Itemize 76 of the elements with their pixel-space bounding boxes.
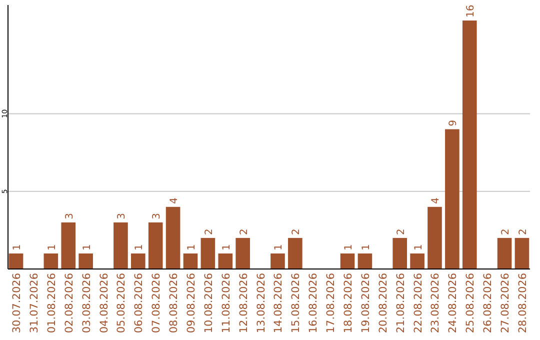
x-tick-label: 12.08.2026 (238, 272, 250, 334)
data-label: 4 (430, 198, 442, 204)
data-label: 4 (169, 198, 180, 204)
bar (428, 206, 442, 269)
x-tick-label: 23.08.2026 (430, 272, 442, 334)
x-tick-label: 01.08.2026 (46, 272, 58, 334)
data-label: 9 (448, 120, 460, 126)
x-tick-label: 14.08.2026 (272, 272, 285, 334)
x-tick-label: 07.08.2026 (150, 272, 163, 334)
bar (236, 238, 250, 269)
data-label: 2 (518, 228, 529, 235)
bar (445, 129, 460, 269)
x-tick-label: 13.08.2026 (255, 272, 268, 334)
bar (218, 253, 233, 269)
bar (340, 253, 355, 269)
x-tick-label: 15.08.2026 (290, 272, 302, 334)
x-tick-label: 18.08.2026 (342, 272, 355, 334)
bar (166, 206, 180, 269)
x-tick-label: 19.08.2026 (360, 272, 372, 334)
x-tick-label: 10.08.2026 (202, 272, 215, 334)
data-label: 1 (46, 244, 58, 250)
data-label: 1 (360, 244, 372, 250)
data-label: 2 (291, 228, 302, 235)
data-label: 3 (64, 213, 76, 220)
x-tick-label: 09.08.2026 (185, 272, 198, 334)
bar (200, 238, 216, 269)
x-tick-label: 26.08.2026 (482, 272, 494, 334)
bar (61, 222, 76, 269)
data-label: 1 (344, 244, 355, 250)
x-tick-label: 08.08.2026 (168, 272, 180, 334)
x-tick-label: 05.08.2026 (116, 272, 128, 334)
x-tick-label: 04.08.2026 (98, 272, 110, 334)
bar (148, 222, 163, 269)
bar (410, 253, 424, 269)
x-tick-label: 02.08.2026 (63, 272, 76, 334)
x-tick-label: 20.08.2026 (377, 272, 390, 334)
bar (8, 253, 24, 269)
x-tick-label: 31.07.2026 (28, 272, 40, 334)
data-label: 1 (82, 244, 93, 250)
x-tick-label: 27.08.2026 (500, 272, 512, 334)
x-tick-label: 16.08.2026 (308, 272, 320, 334)
data-label: 1 (413, 244, 424, 250)
bar (44, 253, 58, 269)
x-tick-label: 30.07.2026 (11, 272, 24, 334)
bar (288, 238, 302, 269)
data-label: 2 (238, 228, 250, 235)
x-tick-label: 03.08.2026 (80, 272, 93, 334)
bar (270, 253, 285, 269)
data-label: 2 (396, 228, 407, 235)
x-tick-label: 22.08.2026 (412, 272, 424, 334)
data-label: 2 (500, 228, 512, 235)
data-label: 2 (204, 228, 215, 235)
x-tick-label: 28.08.2026 (516, 272, 529, 334)
bar (183, 253, 198, 269)
bar (462, 20, 477, 269)
bar (114, 222, 128, 269)
x-tick-label: 06.08.2026 (133, 272, 146, 334)
x-tick-label: 17.08.2026 (325, 272, 338, 334)
data-label: 3 (116, 213, 128, 220)
bar (392, 238, 407, 269)
x-tick-label: 24.08.2026 (447, 272, 460, 334)
data-label: 1 (221, 244, 232, 250)
data-label: 3 (152, 213, 163, 220)
data-label: 16 (466, 4, 477, 18)
x-tick-label: 25.08.2026 (464, 272, 477, 334)
bar (78, 253, 93, 269)
x-tick-label: 11.08.2026 (220, 272, 232, 334)
data-label: 1 (134, 244, 146, 250)
bar (497, 238, 512, 269)
bar (514, 238, 530, 269)
x-tick-label: 21.08.2026 (394, 272, 407, 334)
data-label: 1 (12, 244, 24, 250)
data-label: 1 (274, 244, 285, 250)
bar (358, 253, 372, 269)
data-label: 1 (186, 244, 198, 250)
bar (131, 253, 146, 269)
